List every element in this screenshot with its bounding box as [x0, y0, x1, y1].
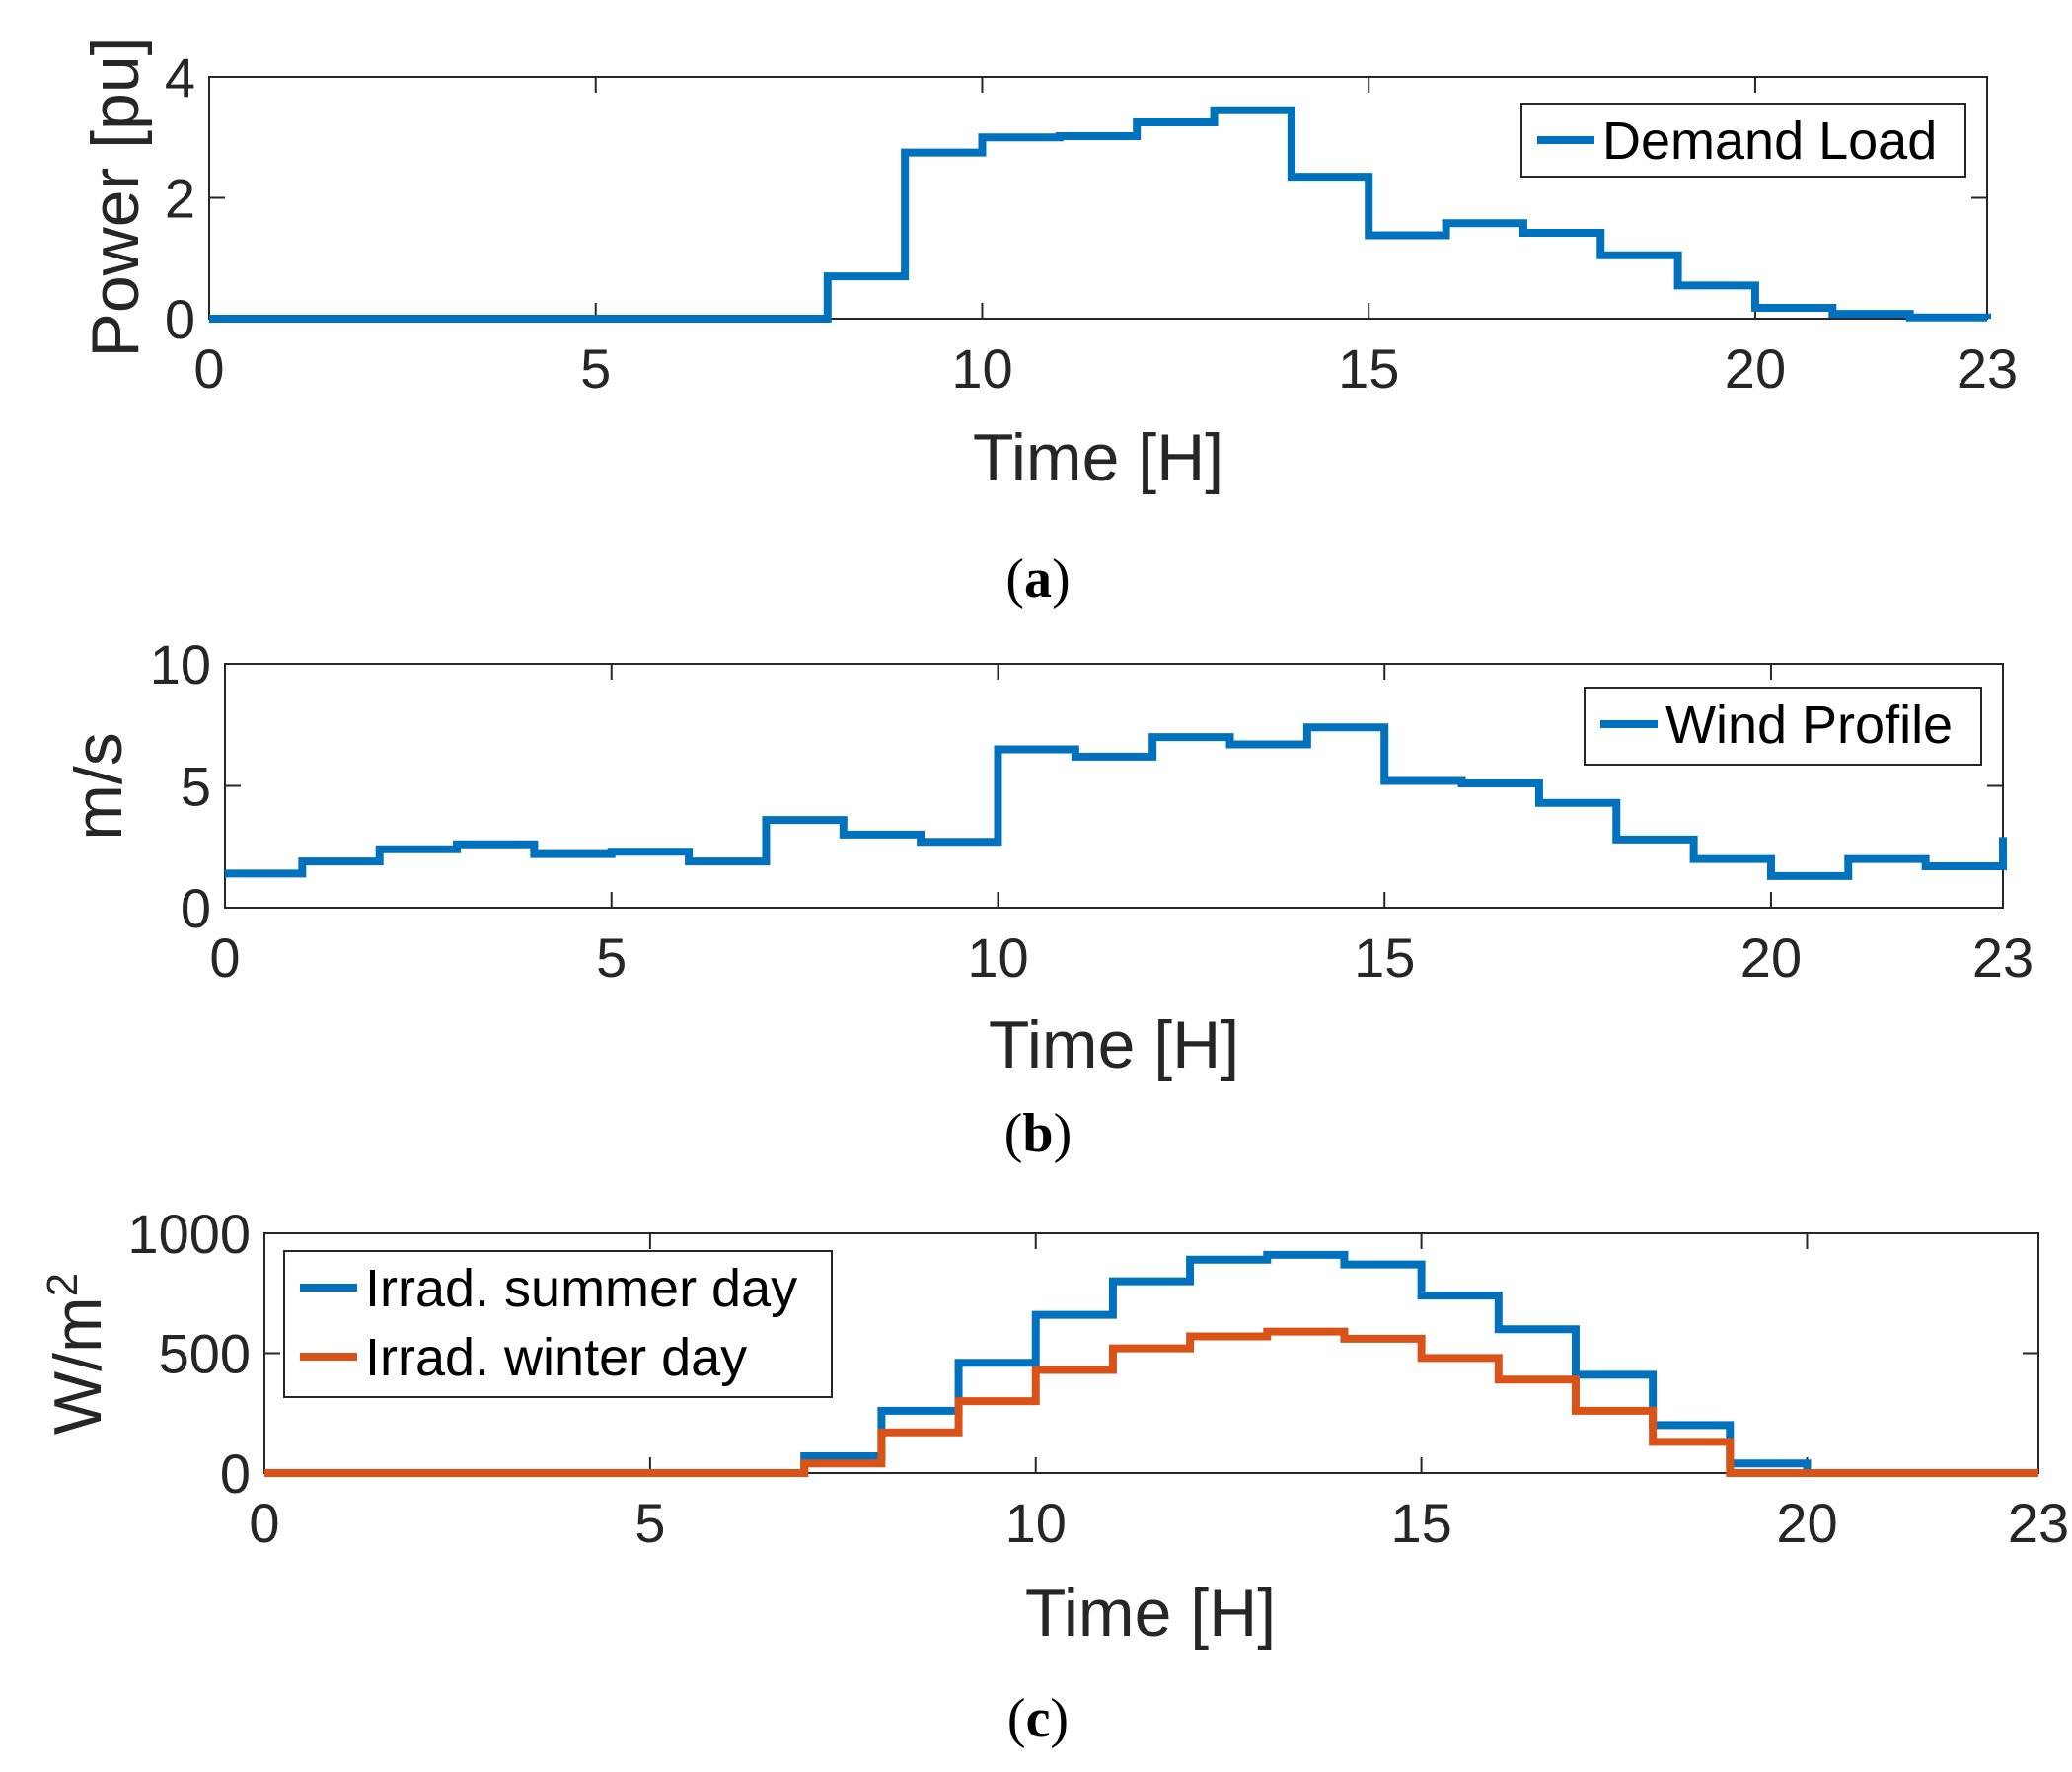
x-tick-label: 0	[209, 926, 240, 989]
x-tick-label: 20	[1725, 337, 1786, 400]
legend-label-0: Demand Load	[1602, 111, 1937, 171]
x-tick-label: 20	[1776, 1492, 1837, 1554]
y-axis-label: m/s	[61, 732, 136, 841]
y-axis-label: Power [pu]	[78, 37, 153, 357]
panel-caption: (a)	[1005, 549, 1070, 610]
series-line-1	[264, 1327, 2038, 1477]
y-tick-label: 0	[220, 1442, 251, 1505]
legend: Wind Profile	[1584, 687, 1982, 766]
x-tick-label: 5	[596, 926, 627, 989]
panel-caption-letter: a	[1024, 549, 1052, 610]
legend-label-0: Irrad. summer day	[365, 1259, 797, 1318]
chart-panel-a: 0 5 10 15 20 23 0 2 4 Time [H] Power [pu] Demand Lo…	[78, 37, 2018, 610]
y-tick-label: 1000	[127, 1203, 251, 1265]
x-tick-label: 5	[580, 337, 611, 400]
x-axis-label: Time [H]	[973, 420, 1223, 495]
y-tick-label: 0	[181, 877, 211, 939]
chart-panel-b: 0 5 10 15 20 23 0 5 10 Time [H] m/s Wind Profile (b)	[61, 633, 2034, 1164]
x-tick-label: 10	[951, 337, 1012, 400]
x-tick-label: 10	[967, 926, 1028, 989]
x-tick-label: 0	[193, 337, 224, 400]
series-line-0	[209, 106, 1991, 323]
x-tick-label: 10	[1005, 1492, 1067, 1554]
x-tick-label: 15	[1354, 926, 1415, 989]
y-tick-label: 0	[165, 288, 195, 350]
legend-label-0: Wind Profile	[1665, 696, 1953, 755]
y-axis-label-superscript: 2	[38, 1273, 87, 1296]
y-tick-label: 5	[181, 756, 211, 818]
x-tick-label: 23	[1957, 337, 2018, 400]
x-tick-label: 15	[1390, 1492, 1451, 1554]
panel-caption-letter: c	[1026, 1688, 1051, 1749]
series-line-0	[225, 723, 2007, 880]
x-tick-label: 20	[1740, 926, 1802, 989]
x-tick-label: 23	[1972, 926, 2034, 989]
x-tick-label: 0	[249, 1492, 279, 1554]
legend: Demand Load	[1520, 103, 1966, 178]
x-axis-label: Time [H]	[1025, 1576, 1276, 1651]
chart-panel-c: 0 5 10 15 20 23 0 500 1000 Time [H] W/m2 Irrad. sum…	[38, 1203, 2070, 1749]
y-tick-label: 4	[165, 46, 195, 109]
x-axis-label: Time [H]	[989, 1007, 1239, 1082]
legend: Irrad. summer day Irrad. winter day	[283, 1250, 833, 1398]
legend-box	[283, 1250, 833, 1398]
panel-caption: (c)	[1007, 1688, 1069, 1749]
panel-caption: (b)	[1004, 1103, 1072, 1164]
legend-label-1: Irrad. winter day	[365, 1328, 747, 1387]
legend-box	[1520, 103, 1966, 178]
y-tick-label: 2	[165, 168, 195, 230]
y-axis-label: W/m2	[38, 1273, 116, 1435]
y-tick-label: 500	[159, 1323, 251, 1385]
x-tick-label: 23	[2008, 1492, 2069, 1554]
panel-caption-letter: b	[1022, 1103, 1053, 1164]
x-tick-label: 5	[634, 1492, 665, 1554]
x-tick-label: 15	[1338, 337, 1399, 400]
y-tick-label: 10	[150, 633, 211, 696]
